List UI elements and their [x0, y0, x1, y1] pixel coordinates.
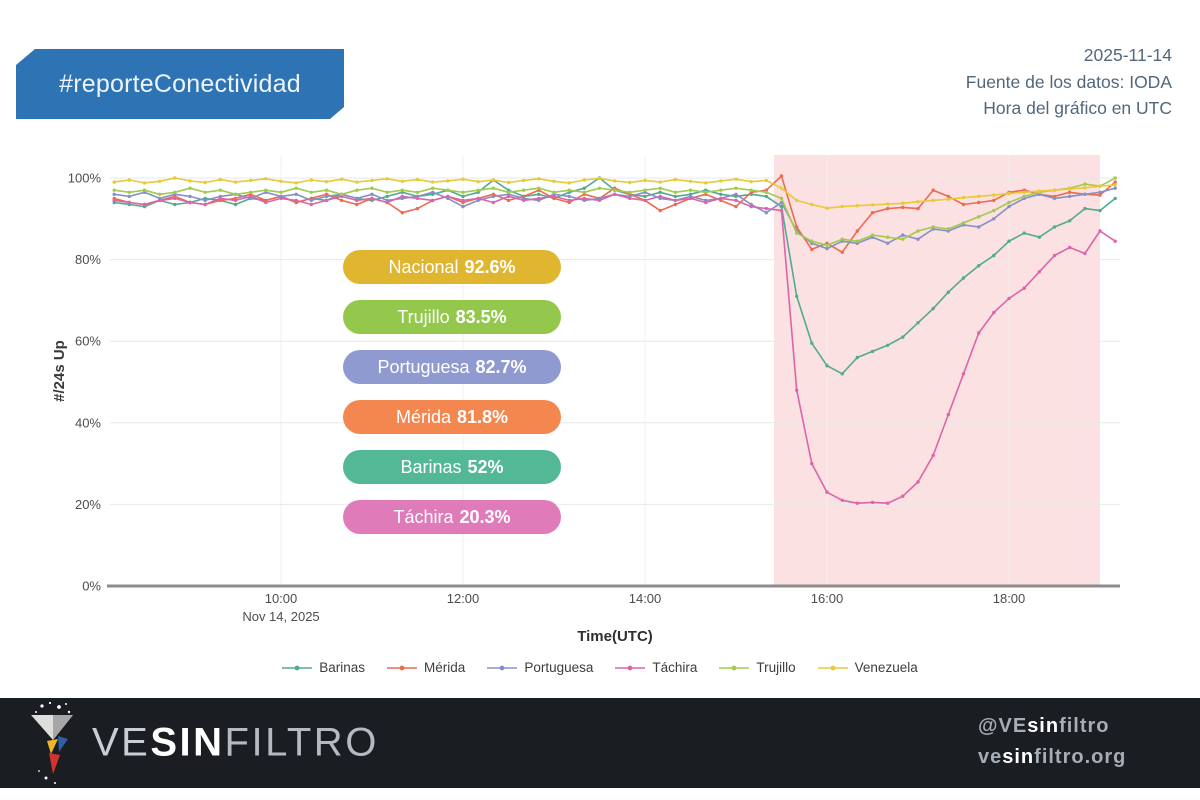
legend-item-Barinas: Barinas — [282, 660, 365, 675]
report-meta: 2025-11-14 Fuente de los datos: IODA Hor… — [966, 42, 1172, 122]
axis-tick-labels: 0% 20% 40% 60% 80% 100% 10:00 12:00 14:00 16:00 18… — [68, 171, 1026, 625]
data-source-note: Fuente de los datos: IODA — [965, 71, 1172, 92]
x-tick-label: 10:00 — [265, 591, 298, 606]
legend-item-Táchira: Táchira — [615, 660, 697, 675]
legend-label: Táchira — [652, 660, 698, 675]
badge-merida: Mérida 81.8% — [343, 400, 561, 434]
legend-item-Venezuela: Venezuela — [817, 660, 918, 675]
legend-item-Portuguesa: Portuguesa — [487, 660, 593, 675]
connectivity-line-chart: 0% 20% 40% 60% 80% 100% 10:00 12:00 14:00 16:00 18… — [51, 155, 1120, 645]
timezone-note: Hora del gráfico en UTC — [983, 98, 1172, 118]
y-tick-label: 80% — [75, 252, 101, 267]
x-tick-label: 14:00 — [629, 591, 662, 606]
y-axis-title: #/24s Up — [51, 340, 68, 402]
series-Trujillo — [112, 176, 1117, 247]
legend-marker-icon — [282, 665, 313, 670]
hashtag-banner: #reporteConectividad — [16, 49, 344, 119]
y-tick-label: 0% — [82, 579, 101, 594]
social-handle: @VEsinfiltro — [978, 715, 1110, 737]
legend-item-Trujillo: Trujillo — [719, 660, 796, 675]
x-axis-title: Time(UTC) — [577, 628, 653, 645]
outage-highlight-band — [773, 155, 1101, 586]
region-value-badges: Nacional 92.6% Trujillo 83.5% Portuguesa… — [343, 250, 561, 550]
y-tick-label: 60% — [75, 334, 101, 349]
vesinfiltro-wordmark: VESINFILTRO — [92, 720, 379, 765]
badge-barinas: Barinas 52% — [343, 450, 561, 484]
badge-nacional: Nacional 92.6% — [343, 250, 561, 284]
hashtag-title: #reporteConectividad — [59, 69, 301, 98]
badge-trujillo: Trujillo 83.5% — [343, 300, 561, 334]
x-tick-label: 18:00 — [993, 591, 1026, 606]
badge-tachira: Táchira 20.3% — [343, 500, 561, 534]
x-tick-label: 12:00 — [447, 591, 480, 606]
website-url: vesinfiltro.org — [978, 746, 1127, 768]
y-tick-label: 40% — [75, 415, 101, 430]
y-tick-label: 100% — [68, 171, 102, 186]
footer-bar: VESINFILTRO @VEsinfiltro vesinfiltro.org — [0, 698, 1200, 788]
legend-label: Portuguesa — [524, 660, 594, 675]
legend-item-Mérida: Mérida — [387, 660, 465, 675]
legend-label: Venezuela — [854, 660, 918, 675]
footer-links: @VEsinfiltro vesinfiltro.org — [978, 711, 1126, 773]
badge-portuguesa: Portuguesa 82.7% — [343, 350, 561, 384]
report-date: 2025-11-14 — [1083, 45, 1172, 65]
legend-marker-icon — [487, 665, 518, 670]
y-tick-label: 20% — [75, 497, 101, 512]
legend-label: Mérida — [424, 660, 466, 675]
legend-marker-icon — [387, 665, 418, 670]
vesinfiltro-funnel-logo-icon — [31, 701, 73, 784]
x-tick-label: 16:00 — [811, 591, 844, 606]
series-Táchira — [112, 192, 1117, 505]
legend-marker-icon — [719, 665, 750, 670]
series-Venezuela — [112, 176, 1117, 210]
legend-marker-icon — [817, 665, 848, 670]
legend-label: Barinas — [319, 660, 366, 675]
legend-label: Trujillo — [756, 660, 796, 675]
chart-legend: Barinas Mérida Portuguesa Táchira Trujillo Ve… — [0, 660, 1200, 675]
legend-marker-icon — [615, 665, 646, 670]
x-axis-date-label: Nov 14, 2025 — [242, 609, 319, 624]
